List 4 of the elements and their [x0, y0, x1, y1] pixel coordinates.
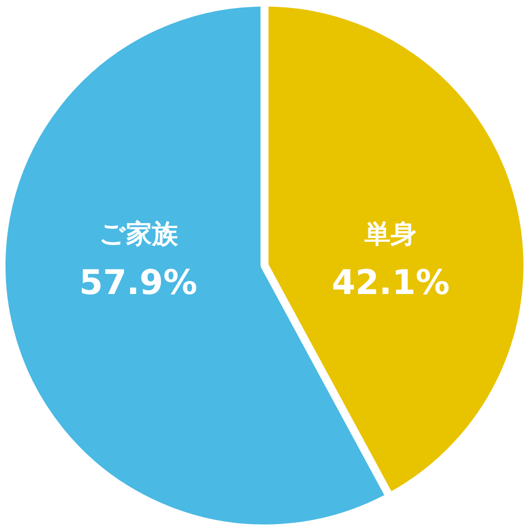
slice-label: ご家族 — [98, 220, 179, 250]
data-label: 57.9% — [79, 262, 198, 303]
slice-label: 単身 — [364, 220, 417, 250]
data-label: 42.1% — [332, 262, 450, 303]
